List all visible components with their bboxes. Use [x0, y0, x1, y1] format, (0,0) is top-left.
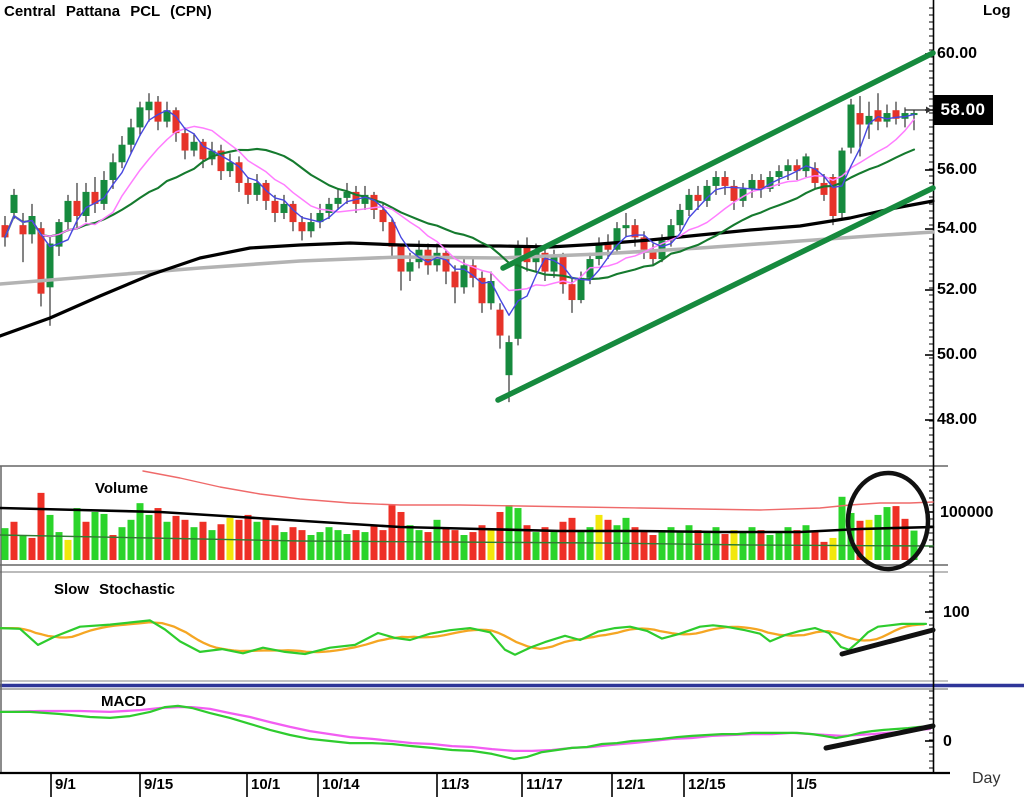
- last-price-arrow: [905, 106, 932, 114]
- stochastic-trendline-annotation: [839, 627, 936, 657]
- price-axis-label: 60.00: [937, 45, 978, 62]
- volume-axis-label: 100000: [940, 504, 994, 521]
- last-price-value: 58.00: [940, 100, 986, 119]
- volume-overlay-lines: [0, 470, 935, 547]
- last-price-tag: 58.00: [933, 95, 993, 125]
- macd-axis-label: 0: [943, 733, 952, 750]
- date-label: 10/14: [322, 776, 360, 793]
- price-axis-label: 48.00: [937, 411, 978, 428]
- chart-title: Central Pattana PCL (CPN): [4, 3, 212, 20]
- scale-label: Log: [983, 2, 1011, 19]
- price-axis-label: 56.00: [937, 161, 978, 178]
- macd-panel-label: MACD: [101, 693, 146, 710]
- volume-ellipse-annotation: [845, 470, 931, 572]
- date-label: 10/1: [251, 776, 281, 793]
- volume-panel-label: Volume: [95, 480, 149, 497]
- date-label: 12/1: [616, 776, 646, 793]
- macd-trendline-annotation: [823, 723, 936, 751]
- macd-lines: [0, 704, 932, 761]
- right-axis-ticks: [925, 7, 933, 769]
- price-moving-averages: [0, 109, 935, 338]
- price-channel-annotation: [495, 50, 936, 403]
- date-label: 12/15: [688, 776, 726, 793]
- date-label: 11/17: [526, 776, 563, 793]
- date-label: 9/1: [55, 776, 76, 793]
- stochastic-lines: [0, 619, 928, 656]
- stochastic-axis-label: 100: [943, 604, 970, 621]
- date-label: 9/15: [144, 776, 174, 793]
- date-axis-ticks: [50, 773, 793, 797]
- stochastic-panel-label: Slow Stochastic: [54, 581, 176, 598]
- volume-bars: [1, 492, 918, 560]
- price-axis-label: 52.00: [937, 281, 978, 298]
- date-label: 1/5: [796, 776, 817, 793]
- date-label: 11/3: [441, 776, 470, 793]
- price-axis-label: 50.00: [937, 346, 978, 363]
- price-axis-label: 54.00: [937, 220, 978, 237]
- price-candles: [1, 93, 918, 403]
- day-axis-label: Day: [972, 770, 1001, 787]
